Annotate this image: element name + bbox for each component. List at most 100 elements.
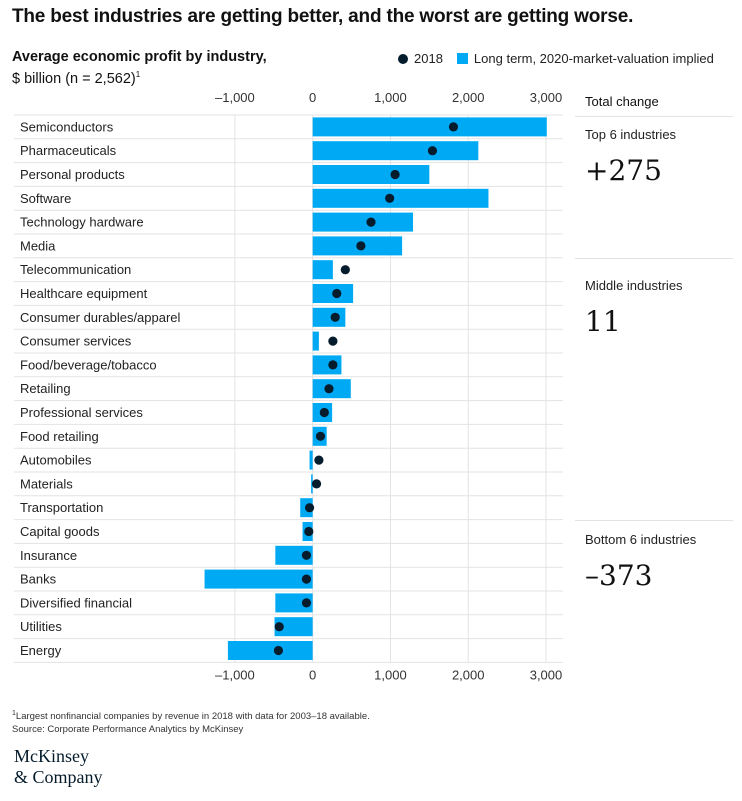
bar-long-term [312, 331, 319, 351]
category-label: Professional services [20, 405, 143, 420]
chart-subtitle: Average economic profit by industry, $ b… [12, 48, 267, 88]
category-label: Banks [20, 572, 57, 587]
dot-2018 [390, 169, 400, 180]
category-label: Consumer services [20, 334, 132, 349]
dot-2018 [319, 407, 329, 418]
dot-2018 [356, 241, 366, 251]
logo-line-1: McKinsey [14, 746, 89, 766]
subtitle-line-2: $ billion (n = 2,562)1 [12, 66, 267, 88]
bar-long-term [312, 188, 489, 208]
footnote-line-1: 1Largest nonfinancial companies by reven… [12, 707, 370, 723]
dot-2018 [328, 360, 338, 370]
category-label: Food/beverage/tobacco [20, 357, 157, 372]
dot-2018 [328, 336, 338, 346]
category-label: Energy [20, 643, 62, 658]
category-label: Diversified financial [20, 595, 132, 610]
dot-2018 [273, 645, 284, 656]
mckinsey-logo: McKinsey & Company [14, 746, 103, 788]
dot-2018 [448, 122, 459, 132]
summary-divider [575, 258, 733, 259]
category-label: Materials [20, 476, 73, 491]
category-label: Software [20, 191, 71, 206]
summary-divider [575, 520, 733, 521]
x-tick-label: 2,000 [452, 667, 485, 682]
category-label: Telecommunication [20, 262, 131, 277]
bar-long-term [227, 641, 313, 660]
summary-bottom-label: Bottom 6 industries [585, 532, 697, 547]
category-label: Transportation [20, 500, 103, 515]
category-label: Consumer durables/apparel [20, 310, 181, 325]
category-label: Semiconductors [20, 119, 114, 134]
dot-2018 [324, 384, 334, 394]
dot-2018 [311, 479, 322, 489]
dot-2018 [304, 503, 315, 513]
dot-2018 [314, 455, 324, 465]
dot-2018 [274, 622, 284, 632]
category-label: Healthcare equipment [20, 286, 148, 301]
dot-2018 [366, 217, 376, 227]
bar-long-term [312, 355, 342, 375]
category-label: Automobiles [20, 453, 92, 468]
bar-long-term [312, 260, 333, 280]
subtitle-footnote-mark: 1 [135, 70, 141, 79]
dot-2018 [332, 288, 342, 299]
bar-long-term [312, 307, 346, 327]
legend-bar-label: Long term, 2020-market-valuation implied [473, 51, 714, 66]
legend-bar-marker [456, 53, 468, 64]
x-tick-label: 1,000 [374, 667, 407, 682]
summary-title: Total change [585, 94, 659, 109]
x-tick-label: 1,000 [374, 90, 407, 105]
x-tick-label: –1,000 [215, 90, 255, 105]
dot-2018 [304, 526, 314, 537]
category-label: Utilities [20, 619, 62, 634]
bar-long-term [204, 569, 313, 589]
source-line: Source: Corporate Performance Analytics … [12, 724, 244, 736]
legend-dot-label: 2018 [414, 51, 443, 66]
category-label: Capital goods [20, 524, 100, 539]
dot-2018 [301, 550, 312, 560]
dot-2018 [427, 146, 438, 156]
dot-2018 [340, 265, 350, 275]
bar-long-term [309, 450, 313, 470]
category-label: Retailing [20, 381, 71, 396]
bar-long-term [275, 593, 313, 613]
summary-top-value: +275 [585, 154, 662, 187]
x-tick-label: 2,000 [452, 90, 485, 105]
summary-middle-label: Middle industries [585, 278, 683, 293]
dot-2018 [385, 193, 395, 203]
category-label: Insurance [20, 548, 77, 563]
summary-divider [575, 116, 733, 117]
category-label: Pharmaceuticals [20, 143, 117, 158]
summary-top-label: Top 6 industries [585, 127, 677, 142]
dot-2018 [301, 574, 312, 584]
bar-long-term [275, 545, 313, 565]
bar-long-term [312, 212, 413, 232]
logo-line-2: & Company [14, 767, 103, 787]
bar-long-term [312, 165, 430, 184]
category-label: Food retailing [20, 429, 99, 444]
legend-dot-marker [398, 53, 408, 64]
footnote: 1Largest nonfinancial companies by reven… [12, 707, 370, 736]
dot-2018 [301, 598, 312, 608]
subtitle-line-1: Average economic profit by industry, [12, 49, 267, 65]
x-tick-label: –1,000 [215, 667, 255, 682]
subtitle-line-2-text: $ billion (n = 2,562) [12, 70, 136, 87]
bar-long-term [274, 617, 313, 637]
dot-2018 [315, 431, 326, 441]
bar-long-term [311, 474, 313, 494]
footnote-text: Largest nonfinancial companies by revenu… [15, 711, 370, 723]
category-label: Technology hardware [20, 215, 144, 230]
x-tick-label: 3,000 [530, 667, 563, 682]
x-tick-label: 0 [309, 667, 316, 682]
bar-long-term [312, 117, 547, 137]
chart-legend: 2018 Long term, 2020-market-valuation im… [398, 51, 714, 66]
dot-2018 [330, 312, 340, 322]
page-headline: The best industries are getting better, … [12, 6, 634, 27]
category-label: Media [20, 238, 56, 253]
category-label: Personal products [20, 167, 125, 182]
summary-middle-value: 11 [585, 305, 621, 338]
bar-long-term [312, 141, 479, 161]
x-tick-label: 0 [309, 90, 316, 105]
summary-bottom-value: –373 [585, 559, 653, 592]
